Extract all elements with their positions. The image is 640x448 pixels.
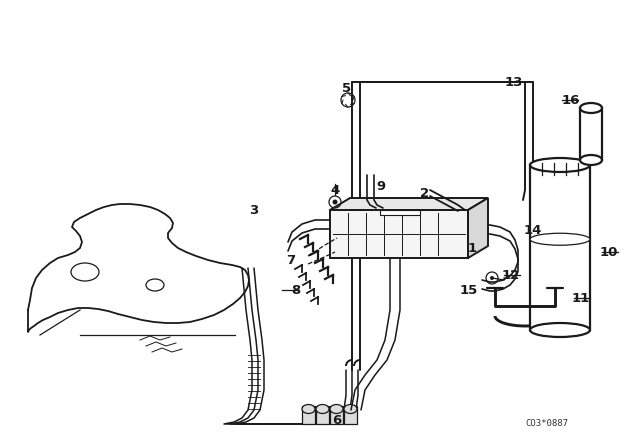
Text: 13: 13 [505,76,524,89]
Circle shape [490,276,494,280]
Bar [380,210,420,215]
Ellipse shape [580,155,602,165]
Polygon shape [330,198,488,210]
Ellipse shape [530,233,590,245]
Text: 14: 14 [524,224,542,237]
Text: 6: 6 [332,414,342,426]
Text: 7: 7 [286,254,295,267]
Text: 12: 12 [502,268,520,281]
Text: 8: 8 [291,284,300,297]
Ellipse shape [302,405,315,414]
Bar [344,406,357,424]
Text: 5: 5 [342,82,351,95]
Text: 10: 10 [600,246,618,258]
Text: 15: 15 [460,284,478,297]
Ellipse shape [530,158,590,172]
Text: 16: 16 [562,94,580,107]
Text: 4: 4 [330,184,339,197]
Text: 11: 11 [572,292,590,305]
Bar [316,406,329,424]
Bar [580,108,602,160]
Ellipse shape [316,405,329,414]
Ellipse shape [344,405,357,414]
Bar [530,165,590,330]
Ellipse shape [530,323,590,337]
Text: 2: 2 [420,186,429,199]
Text: 1: 1 [468,241,477,254]
Text: 9: 9 [376,180,385,193]
Bar [330,406,343,424]
Text: CO3*0887: CO3*0887 [525,419,569,428]
Bar [330,210,468,258]
Circle shape [333,199,337,204]
Text: 3: 3 [249,203,258,216]
Ellipse shape [330,405,343,414]
Ellipse shape [580,103,602,113]
Bar [302,406,315,424]
Polygon shape [468,198,488,258]
